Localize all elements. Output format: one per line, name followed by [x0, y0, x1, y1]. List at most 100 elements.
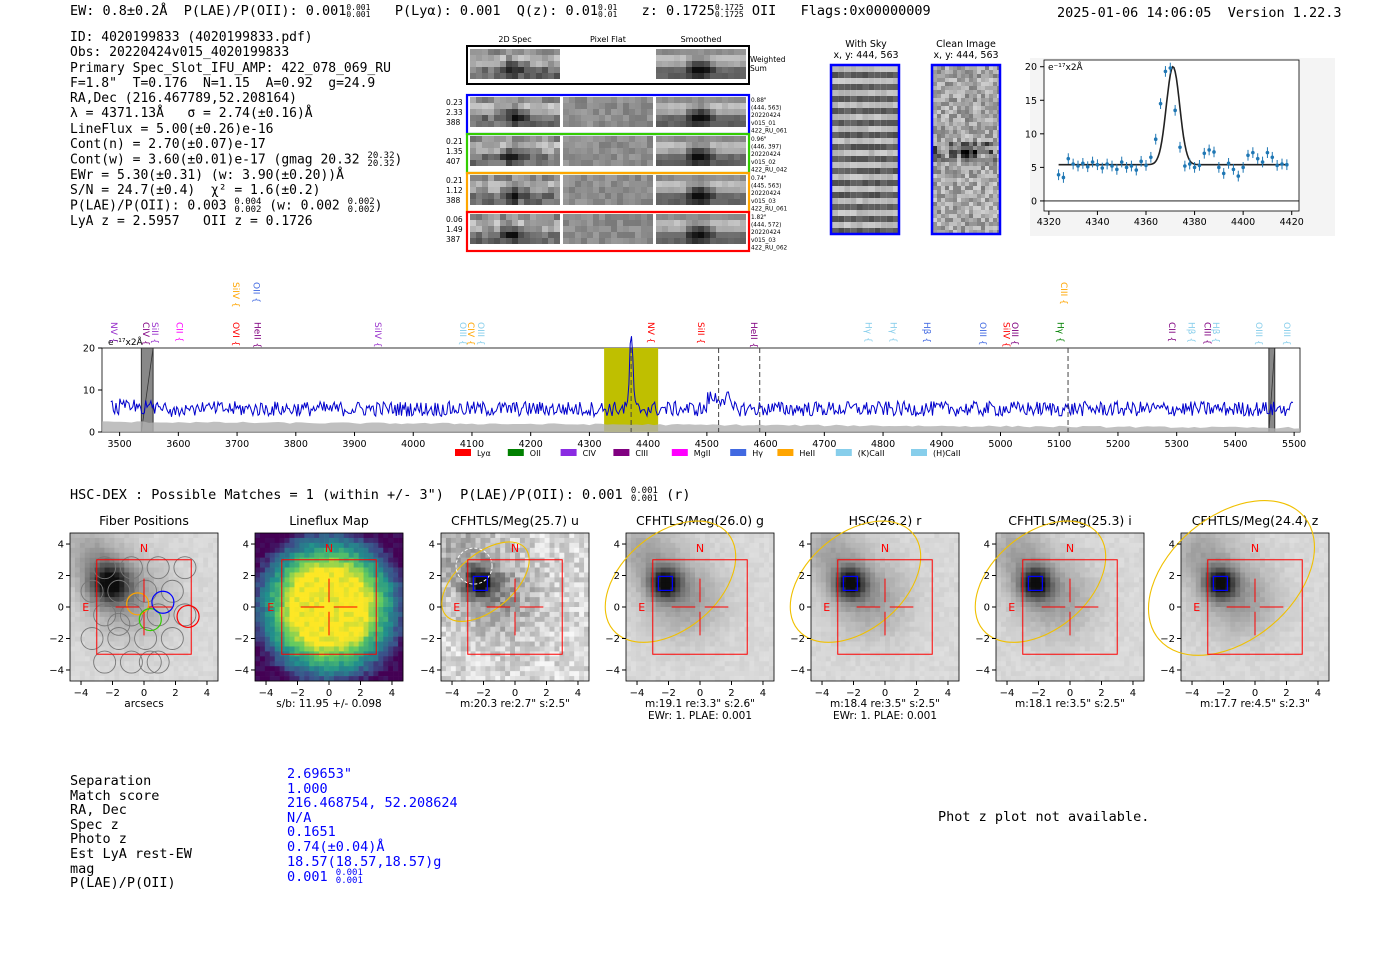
pixel [314, 562, 320, 568]
pixel [144, 641, 150, 647]
pixel [536, 175, 542, 181]
pixel [353, 631, 359, 637]
pixel [941, 146, 945, 150]
pixel [343, 631, 350, 637]
pixel [544, 666, 550, 672]
pixel [542, 181, 548, 187]
pixel [158, 607, 165, 613]
pixel [259, 661, 266, 667]
pixel [635, 97, 641, 103]
pixel [104, 562, 110, 568]
pixel [953, 126, 957, 130]
pixel [506, 73, 512, 79]
pixel [587, 97, 593, 103]
pixel [728, 220, 734, 226]
pixel [506, 103, 512, 109]
pixel [299, 552, 305, 558]
pixel [529, 587, 536, 593]
pixel [309, 621, 315, 628]
pixel [213, 626, 219, 632]
pixel [482, 160, 488, 166]
pixel [198, 537, 204, 544]
pixel [488, 160, 494, 166]
y-tick-label: 2 [243, 571, 249, 582]
pixel [933, 150, 937, 154]
pixel [465, 572, 471, 578]
pixel [544, 616, 550, 623]
pixel [455, 582, 462, 588]
pixel [515, 661, 521, 667]
pixel [536, 115, 542, 121]
pixel [529, 552, 536, 558]
pixel [70, 611, 76, 618]
pixel [880, 120, 887, 126]
pixel [348, 562, 354, 568]
pixel [728, 154, 734, 160]
pixel [264, 646, 271, 652]
pixel [874, 186, 881, 192]
pixel [554, 587, 560, 593]
pixel [494, 154, 500, 160]
pixel [104, 542, 110, 549]
pixel [617, 220, 623, 226]
pixel [629, 175, 635, 181]
pixel [208, 562, 214, 568]
cutout-image [563, 214, 653, 244]
pixel [363, 641, 369, 647]
pixel [89, 547, 95, 554]
pixel [850, 180, 857, 186]
pixel [104, 676, 110, 682]
pixel [284, 592, 290, 598]
pixel [524, 214, 530, 220]
pixel [534, 661, 540, 667]
pixel [393, 582, 399, 588]
pixel [455, 641, 462, 647]
pixel [641, 160, 647, 166]
pixel [937, 86, 941, 90]
pixel [482, 67, 488, 73]
pixel [99, 533, 105, 539]
pixel [495, 587, 501, 593]
pixel [740, 238, 746, 244]
pixel [274, 597, 280, 603]
pixel [279, 666, 285, 672]
pixel [264, 636, 271, 642]
pixel [716, 220, 722, 226]
pixel [656, 226, 662, 232]
pixel [524, 646, 531, 652]
pixel [605, 187, 611, 193]
pixel [716, 73, 722, 79]
pixel [329, 592, 335, 598]
pixel [539, 572, 545, 578]
pixel [647, 232, 653, 238]
pixel [144, 661, 150, 667]
pixel [740, 148, 746, 154]
pixel [500, 142, 506, 148]
pixel [605, 103, 611, 109]
pixel [536, 67, 542, 73]
pixel [500, 148, 506, 154]
pixel [880, 216, 887, 222]
pixel [198, 661, 204, 667]
pixel [198, 592, 204, 598]
pixel [314, 626, 320, 632]
pixel [269, 557, 276, 563]
pixel [299, 567, 305, 573]
pixel [441, 656, 447, 662]
pixel [183, 562, 189, 568]
pixel [969, 154, 973, 158]
pixel [519, 656, 526, 662]
pixel [957, 118, 961, 122]
pixel [208, 547, 214, 554]
pixel [593, 214, 599, 220]
pixel [961, 134, 965, 138]
pixel [575, 214, 581, 220]
pixel [949, 70, 953, 74]
pixel [353, 661, 359, 667]
pixel [544, 592, 550, 598]
pixel [957, 158, 961, 162]
pixel [259, 567, 266, 573]
pixel [319, 671, 325, 677]
pixel [880, 174, 887, 180]
pixel [941, 82, 945, 86]
